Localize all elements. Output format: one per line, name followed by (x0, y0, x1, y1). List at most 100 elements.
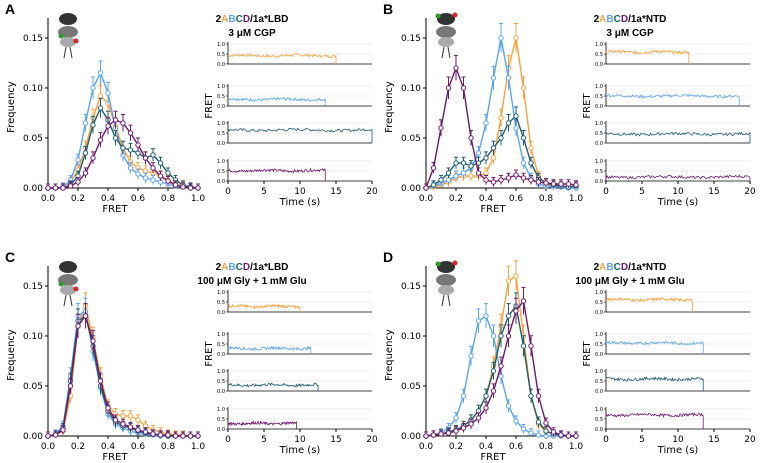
trace-y-tick-label: 0.0 (217, 62, 225, 68)
x-tick-label: 0.6 (509, 194, 524, 204)
data-point (75, 157, 81, 163)
trace-y-tick-label: 0.5 (217, 417, 225, 423)
data-point (550, 181, 557, 187)
data-point (498, 135, 504, 141)
data-point (127, 424, 134, 430)
x-tick-label: 0.2 (71, 194, 85, 204)
data-point (543, 180, 549, 186)
x-axis-label: FRET (480, 452, 506, 463)
data-point (453, 65, 459, 71)
data-point (142, 175, 149, 181)
trace-line-A (227, 52, 337, 64)
data-point (490, 368, 497, 374)
data-point (453, 173, 459, 179)
data-point (142, 429, 149, 435)
trace-x-tick-label: 10 (294, 187, 306, 197)
data-point (498, 333, 504, 339)
x-tick-label: 0.0 (419, 442, 434, 452)
title-suffix: /1a*LBD (250, 14, 288, 25)
title-subunit-D: D (621, 262, 628, 273)
panel-C: C0.000.050.100.150.0 0.2 0.4 0.6 0.8 1.0FRETF… (5, 249, 378, 463)
data-point (543, 420, 549, 426)
trace-line-B (605, 93, 740, 106)
y-tick-label: 0.10 (23, 332, 43, 342)
x-tick-label: 1.0 (191, 194, 206, 204)
panel-B: B0.000.050.100.150.0 0.2 0.4 0.6 0.8 1.0FRETF… (383, 1, 756, 215)
trace-A: 0.0 0.5 1.0 (217, 290, 372, 316)
data-point (520, 175, 527, 181)
data-point (165, 178, 171, 184)
title-subunit-A: A (599, 262, 606, 273)
data-point (438, 177, 444, 183)
trace-B: 0.0 0.5 1.0 (595, 84, 750, 110)
trace-B: 0.0 0.5 1.0 (217, 84, 372, 110)
trace-y-tick-label: 1.0 (217, 84, 225, 90)
receptor-stalk-icon (447, 46, 451, 59)
trace-fret-label: FRET (582, 341, 593, 367)
data-point (475, 318, 482, 324)
data-point (135, 417, 141, 423)
trace-y-tick-label: 1.0 (217, 42, 225, 48)
data-point (105, 90, 111, 96)
data-point (565, 433, 572, 439)
trace-A: 0.0 0.5 1.0 (217, 42, 372, 68)
panel-D: D0.000.050.100.150.0 0.2 0.4 0.6 0.8 1.0FRETF… (383, 249, 756, 463)
trace-y-tick-label: 1.0 (595, 407, 603, 413)
panel-letter: B (383, 1, 393, 17)
trace-y-tick-label: 0.5 (217, 131, 225, 137)
receptor-bottom-lobe-icon (438, 37, 454, 47)
data-point (490, 75, 497, 81)
data-point (445, 177, 452, 183)
x-tick-label: 0.0 (41, 442, 56, 452)
data-point (112, 135, 119, 141)
trace-y-tick-label: 1.0 (595, 159, 603, 165)
x-tick-label: 0.4 (101, 442, 116, 452)
trace-C: 0.0 0.5 1.0 (217, 369, 372, 395)
trace-line-D (227, 420, 297, 429)
trace-y-tick-label: 0.5 (595, 94, 603, 100)
data-point (120, 413, 126, 419)
data-point (60, 185, 66, 191)
data-point (453, 415, 459, 421)
data-point (67, 183, 74, 189)
data-point (535, 393, 542, 399)
data-point (535, 179, 542, 185)
title-subunit-A: A (599, 14, 606, 25)
trace-y-tick-label: 0.0 (595, 389, 603, 395)
trace-y-tick-label: 0.5 (217, 300, 225, 306)
series-C (45, 97, 201, 191)
x-tick-label: 0.8 (539, 194, 554, 204)
data-point (142, 168, 149, 174)
data-point (82, 170, 89, 176)
data-point (180, 433, 186, 439)
data-point (195, 185, 201, 191)
trace-y-tick-label: 1.0 (595, 121, 603, 127)
data-point (483, 405, 489, 411)
trace-C: 0.0 0.5 1.0 (595, 369, 750, 395)
trace-line-C (605, 376, 704, 391)
panel-letter: C (5, 249, 15, 265)
title-subunit-D: D (621, 14, 628, 25)
data-point (490, 179, 497, 185)
panel-A: A0.000.050.100.150.0 0.2 0.4 0.6 0.8 1.0FRETF… (5, 1, 378, 215)
donor-dye-icon (58, 33, 64, 39)
trace-y-tick-label: 0.0 (595, 141, 603, 147)
donor-dye-icon (435, 13, 441, 19)
trace-y-tick-label: 0.5 (217, 379, 225, 385)
data-point (135, 142, 141, 148)
data-point (483, 120, 489, 126)
trace-y-tick-label: 0.0 (595, 62, 603, 68)
trace-line-A (227, 303, 301, 312)
data-point (528, 430, 534, 436)
data-point (528, 160, 534, 166)
trace-D: 0.0 0.5 1.0 (595, 407, 750, 433)
data-point (82, 313, 89, 319)
trace-x-tick-label: 20 (744, 187, 756, 197)
trace-y-tick-label: 1.0 (217, 121, 225, 127)
receptor-stalk-icon (69, 294, 73, 307)
x-tick-label: 0.2 (449, 442, 463, 452)
trace-line-A (605, 49, 690, 64)
acceptor-dye-icon (73, 38, 79, 44)
receptor-top-lobe-icon (59, 13, 77, 25)
trace-line-C (227, 127, 373, 143)
